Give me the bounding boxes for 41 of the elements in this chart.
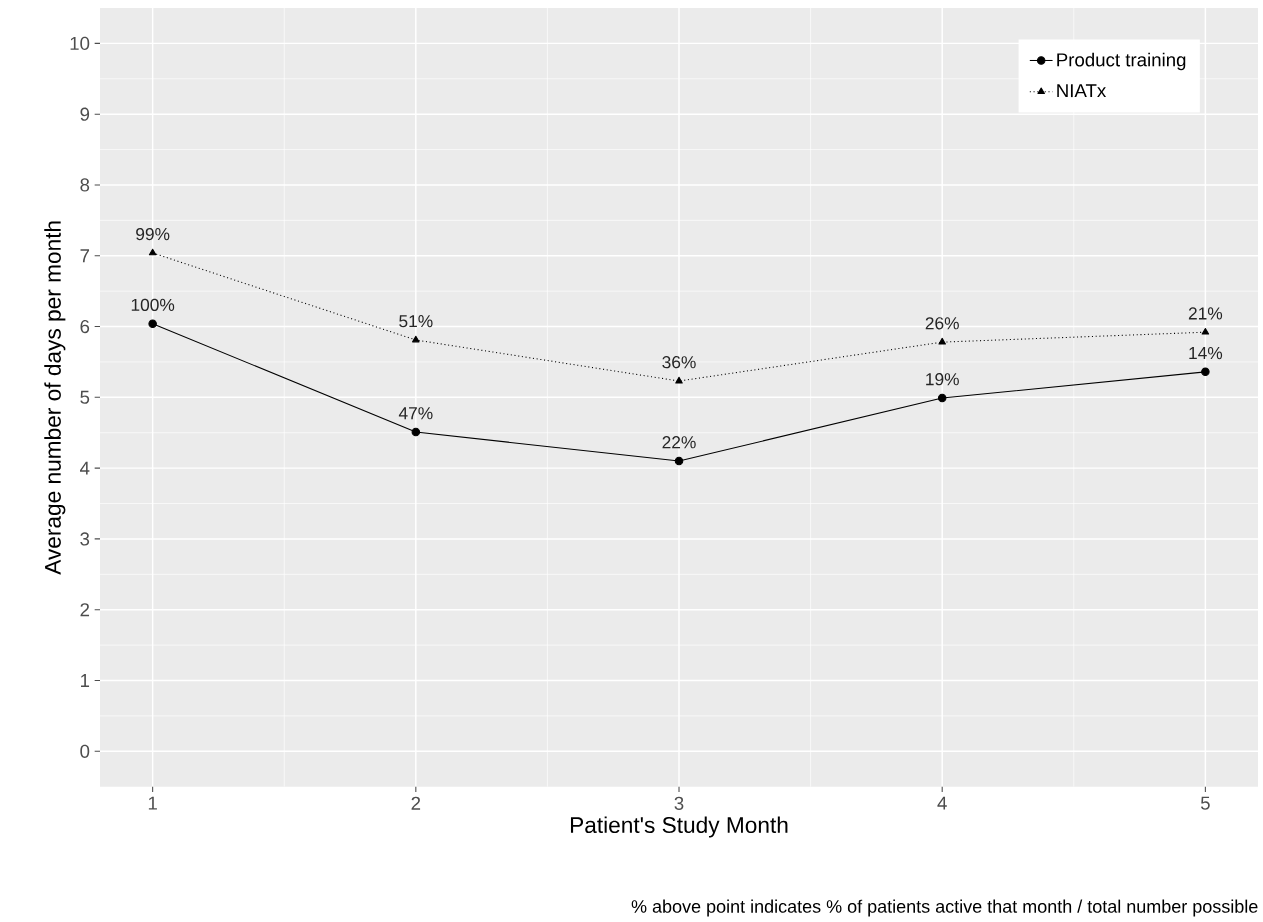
annotation: 22% bbox=[662, 436, 696, 449]
x-tick-label: 1 bbox=[148, 796, 157, 810]
annotation: 36% bbox=[662, 356, 696, 369]
text: % above point indicates % of patients active that month / total number possible bbox=[631, 899, 1258, 917]
point bbox=[1201, 327, 1210, 335]
point bbox=[412, 335, 420, 343]
x-tick-label: 3 bbox=[674, 796, 684, 810]
point bbox=[937, 393, 947, 403]
annotation: 99% bbox=[136, 227, 170, 241]
y-tick-label: 6 bbox=[80, 319, 90, 334]
point bbox=[1201, 367, 1210, 377]
annotation: 21% bbox=[1188, 307, 1223, 320]
y-tick-label: 5 bbox=[80, 390, 90, 404]
annotation: 26% bbox=[925, 317, 959, 330]
annotation: 51% bbox=[399, 315, 433, 328]
annotation: 100% bbox=[131, 298, 175, 311]
y-tick-label: 2 bbox=[80, 603, 90, 617]
x-tick-label: 5 bbox=[1200, 796, 1210, 810]
point bbox=[148, 319, 157, 328]
y-tick-label: 8 bbox=[80, 178, 90, 192]
y-tick-label: 0 bbox=[80, 744, 90, 758]
legend-label: Product training bbox=[1057, 52, 1186, 71]
point bbox=[938, 337, 946, 345]
point bbox=[411, 427, 421, 437]
y-tick-label: 1 bbox=[81, 674, 90, 687]
y-tick-label: 4 bbox=[80, 461, 90, 475]
y-tick-label: 9 bbox=[80, 107, 90, 121]
y-tick-label: 7 bbox=[80, 249, 90, 263]
annotation: 47% bbox=[398, 407, 433, 420]
annotation: 14% bbox=[1189, 347, 1223, 360]
annotation: 19% bbox=[926, 373, 959, 386]
y-tick-label: 3 bbox=[80, 532, 90, 546]
x-tick-label: 2 bbox=[411, 796, 421, 810]
y-tick-label: 10 bbox=[70, 36, 90, 50]
legend-label: NIATx bbox=[1057, 84, 1107, 98]
point bbox=[675, 376, 683, 384]
x-tick-label: 4 bbox=[937, 796, 947, 810]
y-axis-title: Average number of days per month bbox=[44, 221, 66, 575]
x-axis-title: Patient's Study Month bbox=[570, 816, 788, 838]
point bbox=[674, 456, 684, 466]
point bbox=[148, 248, 157, 256]
